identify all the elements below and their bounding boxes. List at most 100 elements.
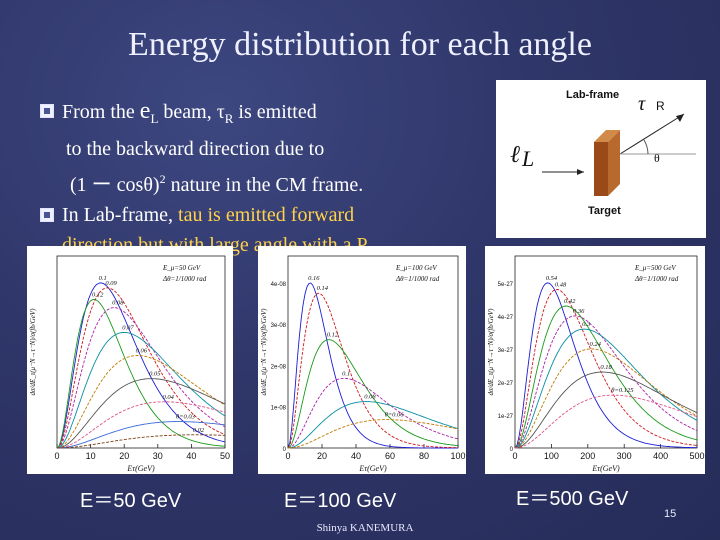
plot-500gev: 0 100 200 300 400 500 0 1e-27 2e-27 3e-27 4e-27 5e-… <box>485 246 705 474</box>
x-axis-label: Eτ(GeV) <box>358 464 387 473</box>
series-label: 0.14 <box>317 285 329 292</box>
bullet-item-1: From the eL beam, τR is emitted to the b… <box>40 96 480 200</box>
series-label: θ=0.06 <box>385 412 405 419</box>
text-fragment: From the <box>62 101 140 123</box>
x-tick-label: 30 <box>153 451 163 461</box>
plot-500gev-svg: 0 100 200 300 400 500 0 1e-27 2e-27 3e-27 4e-27 5e-… <box>487 255 705 473</box>
y-tick-label: 4e-27 <box>498 315 514 321</box>
series-label: 0.54 <box>546 275 558 282</box>
series-label: θ=0.03 <box>176 414 196 421</box>
y-tick-label: 2e-08 <box>271 364 287 370</box>
legend-entry: E_μ=500 GeV <box>634 264 676 272</box>
inset-tau-sub: R <box>656 99 665 113</box>
x-tick-label: 100 <box>544 451 559 461</box>
series-label: 0.08 <box>112 300 124 307</box>
x-tick-label: 0 <box>54 451 59 461</box>
series-line <box>514 282 698 449</box>
x-tick-label: 40 <box>186 451 196 461</box>
series-line <box>514 315 698 449</box>
text-fragment: nature in the CM frame. <box>165 174 364 196</box>
text-fragment: In Lab-frame, <box>62 204 179 226</box>
series-line <box>57 434 226 449</box>
series-label: 0.48 <box>555 281 567 288</box>
inset-theta: θ <box>654 151 660 165</box>
bullet-box-icon <box>40 104 54 118</box>
series-label: 0.36 <box>573 308 585 315</box>
series-label: 0.3 <box>582 321 591 328</box>
tau-symbol: τ <box>216 101 225 123</box>
arrow-head-icon <box>676 114 684 122</box>
highlight-text: tau is emitted forward <box>178 204 355 226</box>
x-tick-label: 100 <box>450 451 465 461</box>
series-line <box>287 292 458 449</box>
y-tick-label: 0 <box>510 447 514 453</box>
y-axis-label: dσ/dE_τ(μ⁻N→τ⁻N)/σ(fb/GeV) <box>487 308 495 396</box>
series-line <box>287 339 459 449</box>
x-axis-label: Eτ(GeV) <box>126 464 155 473</box>
y-tick-label: 4e-08 <box>271 282 287 288</box>
subscript: L <box>150 111 159 126</box>
series-line <box>56 378 226 449</box>
x-tick-label: 200 <box>580 451 595 461</box>
series-label: 0.1 <box>342 370 350 377</box>
angle-arc <box>643 139 649 155</box>
text-fragment: e <box>139 98 151 124</box>
series-line <box>56 401 226 449</box>
x-tick-label: 10 <box>86 451 96 461</box>
series-label: 0.05 <box>149 371 161 378</box>
legend-entry: E_μ=50 GeV <box>162 264 201 272</box>
series-line <box>514 289 698 449</box>
y-axis-label: dσ/dE_τ(μ⁻N→τ⁻N)/σ(fb/GeV) <box>260 308 268 396</box>
arrow-head-icon <box>577 169 584 175</box>
x-tick-label: 50 <box>220 451 230 461</box>
target-top <box>594 130 620 142</box>
plot-50gev: 0 10 20 30 40 50 Eτ(GeV) dσ/dE_τ(μ⁻N→τ⁻N)/σ(fb/… <box>27 246 233 474</box>
x-tick-label: 20 <box>119 451 129 461</box>
x-tick-label: 80 <box>419 451 429 461</box>
inset-beam-sub: L <box>521 146 534 171</box>
bullet-list: From the eL beam, τR is emitted to the b… <box>40 96 480 267</box>
legend-entry: Δθ=1/1000 rad <box>634 275 679 283</box>
series-label: 0.06 <box>136 348 148 355</box>
y-axis-label: dσ/dE_τ(μ⁻N→τ⁻N)/σ(fb/GeV) <box>29 308 37 396</box>
slide-title: Energy distribution for each angle <box>128 26 592 63</box>
series-line <box>287 377 459 449</box>
series-label: 0.12 <box>327 332 339 339</box>
plot-100gev-svg: 0 20 40 60 80 100 0 1e-08 2e-08 3e-08 4e-08 Eτ(GeV)… <box>260 255 466 473</box>
series-line <box>514 394 698 449</box>
series-line <box>56 307 226 449</box>
legend-entry: Δθ=1/1000 rad <box>395 275 440 283</box>
series-line <box>57 421 226 449</box>
x-tick-label: 0 <box>512 451 517 461</box>
plot-100gev: 0 20 40 60 80 100 0 1e-08 2e-08 3e-08 4e-08 Eτ(GeV)… <box>258 246 466 474</box>
series-line <box>56 287 226 449</box>
x-tick-label: 60 <box>385 451 395 461</box>
text-fragment: (1 ー cosθ) <box>70 174 160 196</box>
subscript: R <box>224 111 234 126</box>
legend-entry: E_μ=100 GeV <box>395 264 437 272</box>
series-label: 0.02 <box>193 427 205 434</box>
plot-frame <box>56 255 226 449</box>
x-tick-label: 0 <box>285 451 290 461</box>
series-line <box>514 328 698 449</box>
target-front <box>594 142 608 196</box>
series-line <box>56 298 226 449</box>
y-tick-label: 2e-27 <box>498 381 514 387</box>
series-label: 0.04 <box>163 394 175 401</box>
series-line <box>514 348 698 449</box>
plot-50gev-svg: 0 10 20 30 40 50 Eτ(GeV) dσ/dE_τ(μ⁻N→τ⁻N)/σ(fb/… <box>29 255 230 473</box>
series-label: 0.24 <box>589 341 601 348</box>
bullet-box-icon <box>40 208 54 222</box>
caption-50gev: E＝50 GeV <box>80 490 182 512</box>
series-line <box>514 371 698 449</box>
text-fragment: is emitted <box>233 101 317 123</box>
plot-frame <box>514 255 698 449</box>
inset-target-label: Target <box>588 205 621 217</box>
series-label: 0.1 <box>99 275 107 282</box>
bullet-2-line-1: In Lab-frame, tau is emitted forward <box>62 200 480 230</box>
series-line <box>56 355 226 449</box>
series-label: 0.07 <box>122 324 134 331</box>
series-label: 0.16 <box>308 275 320 282</box>
caption-500gev: E＝500 GeV <box>516 488 629 510</box>
x-tick-label: 400 <box>653 451 668 461</box>
